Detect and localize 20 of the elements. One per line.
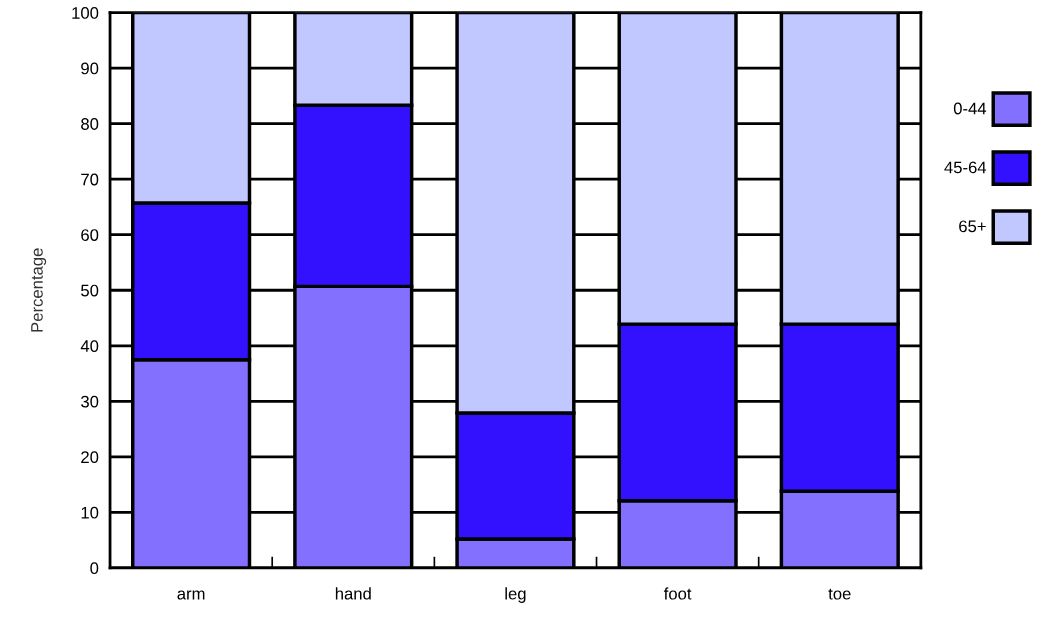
y-tick-label: 100	[72, 7, 99, 19]
x-tick-label: foot	[663, 587, 692, 600]
y-tick-label: 90	[81, 62, 99, 75]
y-tick-label: 0	[90, 562, 99, 575]
legend-label: 45-64	[944, 161, 987, 174]
y-tick-label: 50	[81, 284, 99, 297]
legend-label: 0-44	[953, 102, 987, 115]
y-tick-label: 40	[80, 340, 99, 352]
y-tick-label: 30	[81, 395, 99, 408]
x-tick-label: leg	[505, 587, 526, 603]
x-tick-label: hand	[335, 587, 371, 600]
x-tick-label: arm	[177, 590, 205, 600]
y-axis-title: Percentage	[31, 248, 47, 332]
y-tick-label: 10	[81, 506, 99, 519]
y-tick-label: 70	[81, 173, 99, 186]
y-tick-label: 80	[81, 118, 99, 130]
legend-label: 65+	[959, 220, 986, 233]
x-tick-label: toe	[828, 588, 851, 600]
y-tick-label: 20	[81, 451, 99, 464]
y-tick-label: 60	[81, 229, 99, 241]
